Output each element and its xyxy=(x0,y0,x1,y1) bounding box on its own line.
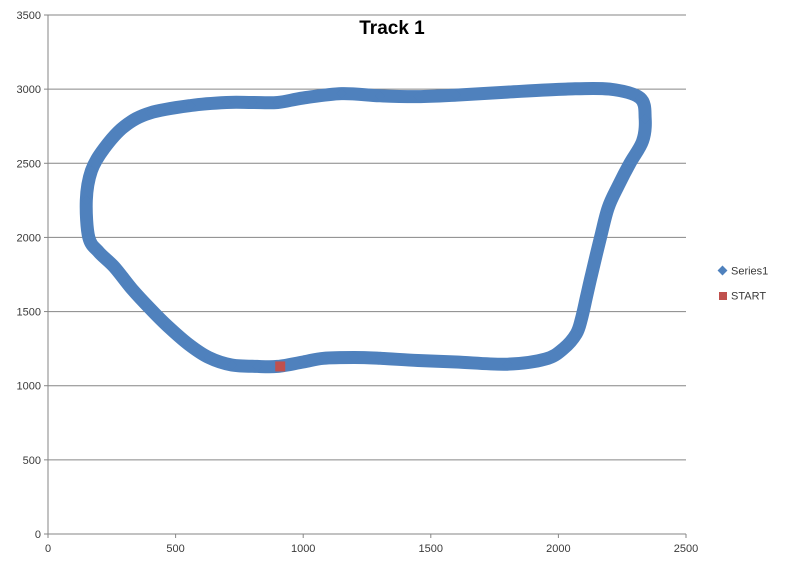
series1-point xyxy=(247,97,258,108)
chart-title: Track 1 xyxy=(359,18,425,39)
series1-point xyxy=(571,328,582,339)
start-marker xyxy=(275,361,286,372)
x-tick-label: 0 xyxy=(45,543,51,555)
series1-point xyxy=(99,143,110,154)
series1-point xyxy=(94,247,104,258)
legend-start-swatch xyxy=(719,292,727,300)
y-tick-label: 0 xyxy=(35,529,41,541)
x-tick-label: 500 xyxy=(166,543,184,555)
series1-point xyxy=(603,202,614,213)
series1-point xyxy=(635,93,646,103)
series1-point xyxy=(624,158,635,169)
series1-point xyxy=(613,180,624,191)
legend: Series1 START xyxy=(717,265,768,303)
x-axis-ticks: 0 500 1000 1500 2000 2500 xyxy=(45,534,698,555)
legend-series1-swatch xyxy=(717,265,728,276)
y-tick-label: 3000 xyxy=(17,84,41,96)
series1-point xyxy=(576,314,587,324)
series1-point xyxy=(145,303,156,314)
x-tick-label: 2500 xyxy=(674,543,698,555)
series1-point xyxy=(637,136,648,146)
series1-point xyxy=(374,353,385,364)
series1-point xyxy=(595,232,606,243)
y-tick-label: 500 xyxy=(23,455,41,467)
series1-line xyxy=(79,81,652,374)
series1-point xyxy=(127,284,138,295)
axes xyxy=(47,15,686,535)
series1-point xyxy=(502,359,513,370)
x-tick-label: 1000 xyxy=(291,543,315,555)
y-tick-label: 1500 xyxy=(17,307,41,319)
series1-point xyxy=(81,195,92,206)
series1-point xyxy=(318,353,329,364)
series1-point xyxy=(581,291,592,302)
series1-point xyxy=(558,343,569,354)
y-tick-label: 2500 xyxy=(17,158,41,170)
series1-point xyxy=(226,360,237,370)
series1-point xyxy=(83,232,94,243)
x-tick-label: 2000 xyxy=(546,543,570,555)
series1-point xyxy=(252,361,263,372)
series1-point xyxy=(586,269,597,280)
series1-point xyxy=(183,339,194,350)
x-tick-label: 1500 xyxy=(419,543,443,555)
series1-point xyxy=(145,107,156,118)
series1-point xyxy=(349,352,360,363)
series1-point xyxy=(561,84,572,95)
series1-point xyxy=(451,357,462,367)
series1-point xyxy=(640,113,651,124)
series1-point xyxy=(119,121,130,132)
y-axis-ticks: 0 500 1000 1500 2000 2500 3000 3500 xyxy=(17,10,48,541)
series1-point xyxy=(185,100,196,111)
y-tick-label: 1000 xyxy=(17,381,41,393)
series1-point xyxy=(540,354,551,364)
series1-point xyxy=(221,97,232,108)
legend-series1-label: Series1 xyxy=(731,266,768,278)
series1-point xyxy=(162,321,173,332)
series1-point xyxy=(203,352,214,363)
series1-point xyxy=(413,355,423,366)
y-tick-label: 3500 xyxy=(17,10,41,22)
gridlines xyxy=(48,14,686,461)
start-point xyxy=(275,361,286,372)
series1-point xyxy=(604,84,615,95)
legend-start-label: START xyxy=(731,291,766,303)
series1-point xyxy=(298,357,309,367)
y-tick-label: 2000 xyxy=(17,232,41,244)
series1-point xyxy=(86,165,97,176)
